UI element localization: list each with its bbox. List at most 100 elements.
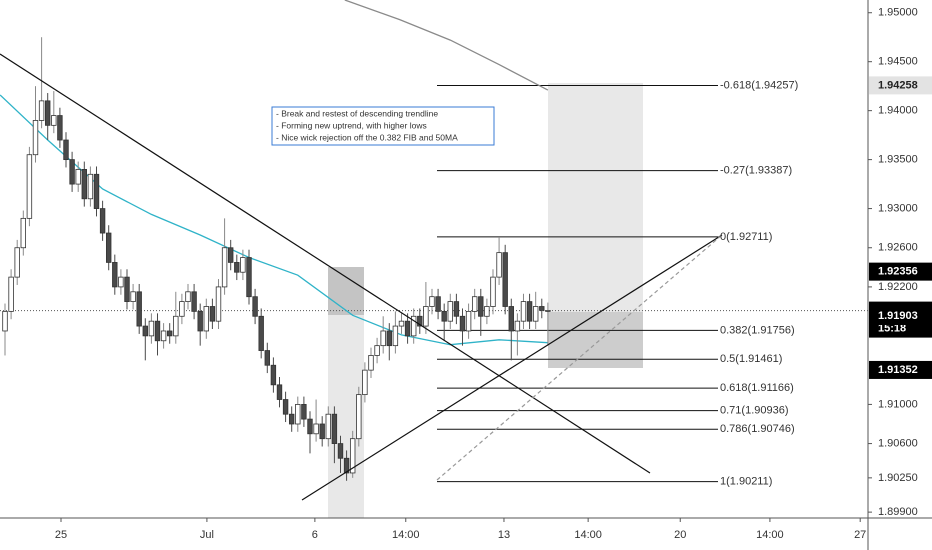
candle-body	[435, 296, 441, 312]
candle-body	[173, 315, 179, 337]
candle-body	[380, 330, 386, 347]
x-tick-label: 14:00	[756, 529, 784, 541]
plot	[0, 0, 868, 481]
candle-body	[264, 350, 270, 366]
candle-body	[532, 306, 539, 322]
candle-body	[301, 404, 307, 420]
price-tag	[869, 76, 932, 95]
zone	[548, 312, 643, 368]
candle-body	[69, 159, 75, 185]
fib-label: -0.27(1.93387)	[720, 165, 792, 177]
candle-body	[539, 306, 545, 311]
y-tick-label: 1.93000	[878, 202, 918, 214]
candle-body	[160, 330, 167, 342]
price-tag	[869, 306, 932, 325]
candle-body	[490, 276, 496, 307]
y-tick-label: 1.92600	[878, 242, 918, 254]
note-line: - Nice wick rejection off the 0.382 FIB …	[276, 132, 458, 142]
price-tag-label: 1.94258	[878, 79, 918, 91]
candle-body	[227, 247, 234, 263]
x-tick-label: Jul	[200, 529, 214, 541]
candle-body	[386, 330, 392, 347]
candle-body	[118, 276, 124, 288]
note-box	[271, 106, 495, 146]
fib-label: 0.5(1.91461)	[720, 353, 782, 365]
candle-body	[32, 120, 39, 156]
candle-body	[221, 247, 228, 288]
candle-body	[45, 100, 51, 126]
x-tick-label: 25	[55, 529, 67, 541]
candle-body	[20, 217, 27, 249]
price-tag	[869, 360, 932, 379]
note: - Break and restest of descending trendl…	[271, 106, 495, 146]
candle-body	[197, 310, 203, 332]
candle-body	[410, 315, 417, 337]
candle-body	[404, 320, 411, 337]
candle-body	[417, 315, 423, 327]
x-tick-label: 20	[674, 529, 686, 541]
candle-body	[368, 355, 374, 371]
countdown: 15:18	[878, 323, 906, 335]
fib-label: 0(1.92711)	[720, 231, 772, 243]
y-tick-label: 1.95000	[878, 7, 918, 19]
candle-body	[26, 154, 33, 219]
candle-body	[429, 296, 435, 307]
candle-body	[81, 169, 87, 200]
candle-body	[295, 404, 301, 425]
candle-body	[471, 296, 478, 312]
candle-body	[2, 310, 8, 332]
candle-body	[75, 169, 81, 185]
candle-body	[441, 310, 447, 322]
candle-body	[154, 320, 161, 342]
candle-body	[502, 252, 508, 307]
candle-body	[124, 276, 130, 302]
candle-body	[136, 291, 142, 327]
price-tag-label: 1.91903	[878, 310, 918, 322]
y-tick-label: 1.91000	[878, 398, 918, 410]
candle-body	[209, 306, 216, 322]
candle-body	[459, 315, 466, 332]
candle-body	[240, 257, 246, 273]
candle-body	[142, 325, 148, 337]
candle-body	[453, 301, 460, 317]
candle-body	[520, 301, 527, 322]
candle-body	[496, 252, 502, 278]
moving-average	[0, 94, 548, 346]
candle-body	[374, 345, 380, 356]
fib-label: -0.618(1.94257)	[720, 79, 798, 91]
y-tick-label: 1.93500	[878, 154, 918, 166]
y-tick-label: 1.90600	[878, 437, 918, 449]
y-tick-label: 1.90250	[878, 472, 918, 484]
candle-body	[130, 291, 136, 302]
candle-body	[545, 310, 551, 312]
candle-body	[423, 306, 429, 327]
fib-label: 0.618(1.91166)	[720, 382, 794, 394]
candle-body	[478, 296, 484, 317]
x-tick-label: 27	[854, 529, 866, 541]
candle-body	[349, 438, 356, 474]
trendlines	[0, 53, 723, 501]
candle-body	[93, 173, 100, 209]
fib-label: 1(1.90211)	[720, 476, 772, 488]
candle-body	[362, 369, 368, 396]
candle-body	[185, 291, 191, 302]
candle-body	[319, 423, 325, 440]
trendline	[0, 53, 651, 474]
candle-body	[51, 115, 57, 126]
candle-body	[105, 232, 112, 263]
y-tick-label: 1.92200	[878, 281, 918, 293]
candle-body	[337, 443, 344, 459]
candle-body	[234, 262, 240, 273]
candle-body	[508, 306, 514, 332]
candle-body	[356, 394, 362, 440]
fib-label: 0.786(1.90746)	[720, 423, 795, 435]
price-tag-label: 1.92356	[878, 266, 918, 278]
note-line: - Forming new uptrend, with higher lows	[276, 120, 427, 130]
x-tick-label: 6	[312, 529, 318, 541]
candle-body	[191, 291, 197, 312]
zone	[548, 83, 643, 312]
candle-body	[166, 330, 173, 337]
candle-body	[203, 306, 209, 332]
candle-body	[526, 301, 533, 322]
